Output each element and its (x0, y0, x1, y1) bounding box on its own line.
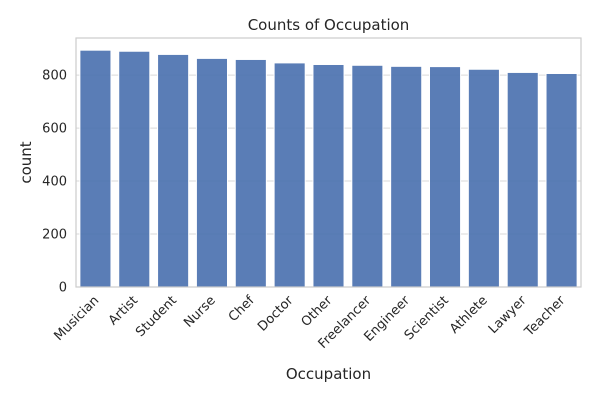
bar-teacher (545, 72, 578, 288)
x-tick-label: Athlete (447, 293, 491, 337)
x-tick-label: Doctor (255, 293, 297, 335)
y-axis-label: count (17, 141, 35, 183)
y-tick-label: 400 (42, 175, 67, 190)
bar-other (312, 63, 345, 288)
bar-musician (79, 49, 112, 288)
x-tick-label: Other (299, 293, 336, 330)
x-tick-label: Nurse (181, 293, 219, 331)
bar-nurse (195, 57, 229, 288)
bar-scientist (429, 66, 462, 288)
bar-student (157, 53, 190, 288)
y-tick-label: 800 (42, 69, 67, 84)
bar-freelancer (351, 64, 384, 288)
bar-engineer (390, 65, 423, 288)
bar-athlete (467, 68, 500, 288)
x-tick-label: Student (133, 293, 180, 340)
bar-lawyer (506, 71, 539, 288)
x-axis-label: Occupation (286, 365, 371, 383)
y-tick-label: 200 (42, 228, 67, 243)
x-tick-label: Musician (51, 293, 102, 344)
bar-doctor (273, 62, 306, 288)
plot-frame (75, 37, 582, 288)
bar-artist (118, 50, 151, 288)
x-tick-label: Artist (106, 293, 141, 328)
x-tick-label: Teacher (521, 293, 568, 340)
bars (79, 49, 578, 288)
x-tick-label: Chef (226, 293, 258, 325)
y-tick-label: 600 (42, 122, 67, 137)
bar-chef (234, 58, 267, 288)
y-tick-labels: 0 200 400 600 800 (42, 69, 67, 296)
chart-title: Counts of Occupation (248, 16, 410, 34)
y-tick-label: 0 (59, 281, 67, 296)
